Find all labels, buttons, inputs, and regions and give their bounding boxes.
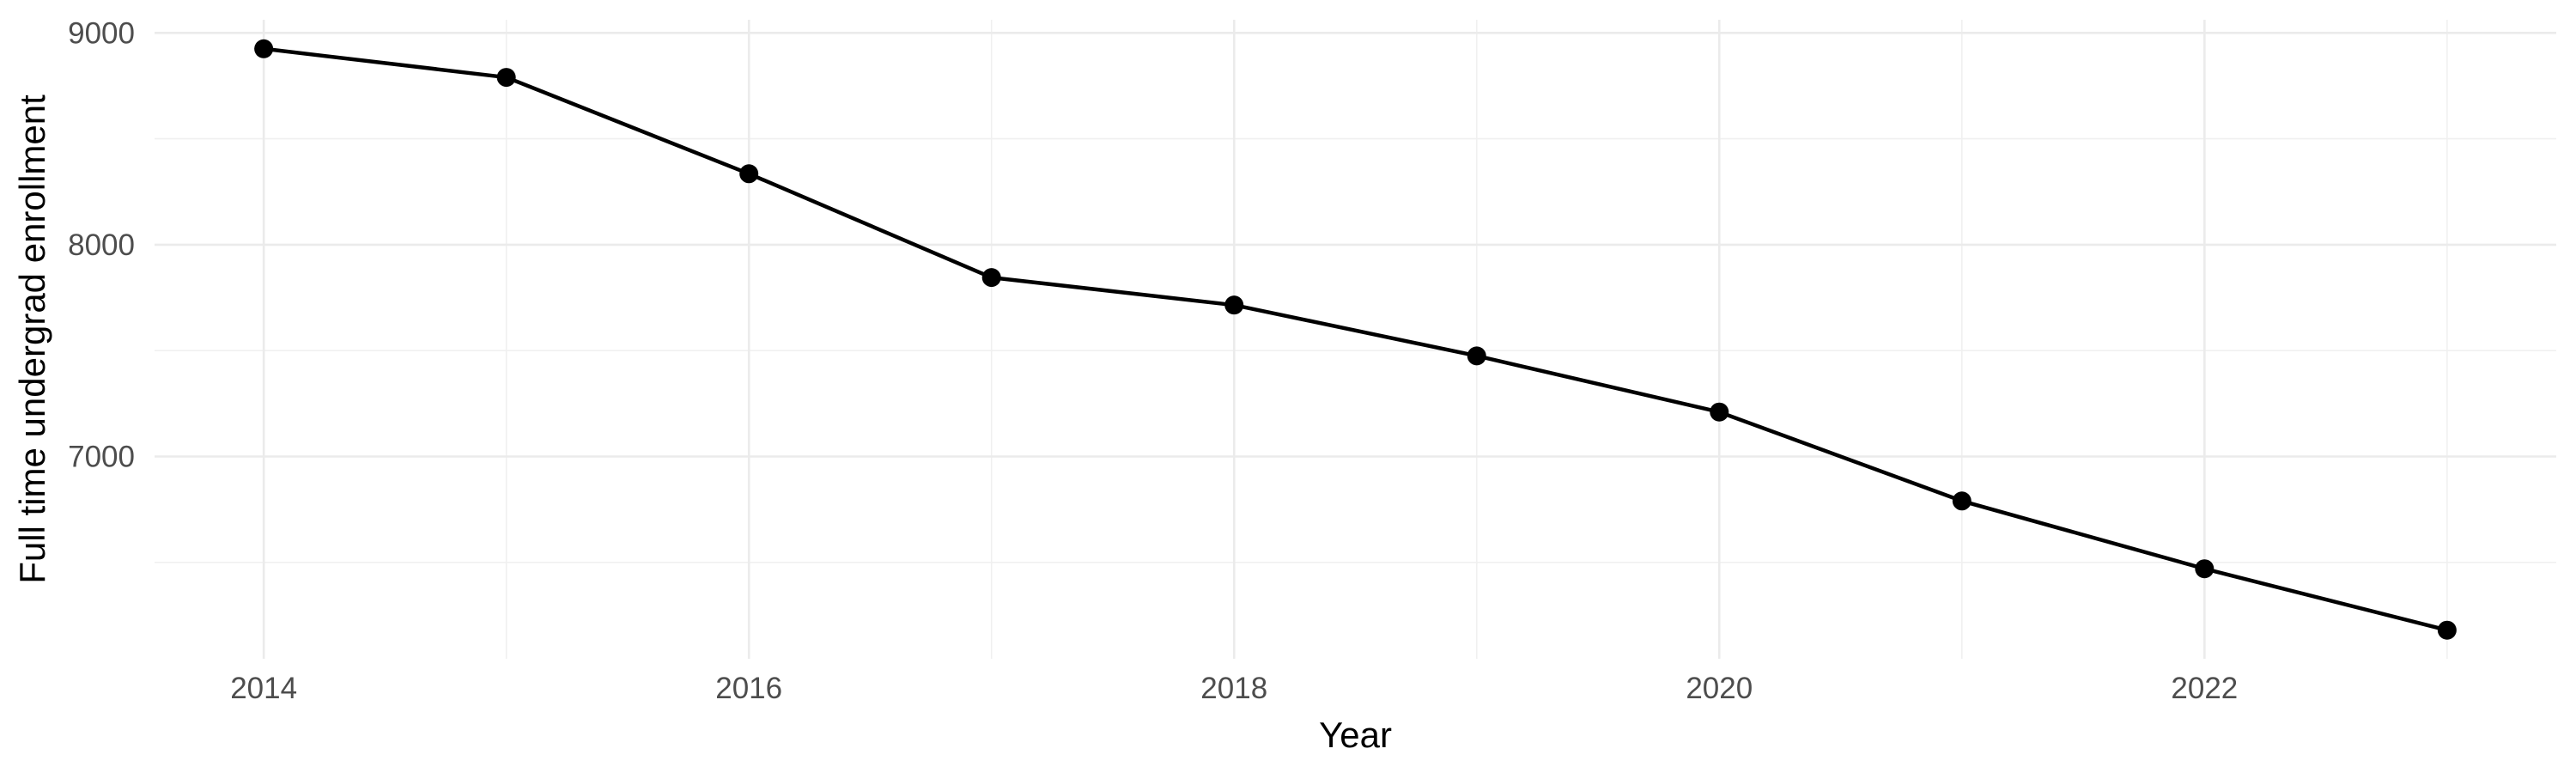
- data-point: [1467, 346, 1486, 366]
- x-tick-label: 2014: [230, 672, 297, 705]
- data-point: [496, 68, 516, 88]
- x-axis-title: Year: [1319, 715, 1392, 755]
- data-point: [1224, 295, 1244, 315]
- data-point: [739, 164, 759, 184]
- y-tick-label: 7000: [68, 440, 135, 473]
- data-point: [1710, 402, 1729, 422]
- data-point: [1952, 491, 1971, 511]
- data-point: [2437, 620, 2457, 640]
- y-tick-label: 9000: [68, 16, 135, 50]
- data-point: [254, 39, 274, 58]
- data-point: [981, 268, 1001, 288]
- x-tick-label: 2016: [715, 672, 782, 705]
- x-tick-label: 2020: [1686, 672, 1753, 705]
- enrollment-line: [263, 46, 2448, 632]
- x-tick-label: 2022: [2171, 672, 2238, 705]
- data-point: [2195, 559, 2215, 579]
- x-tick-label: 2018: [1200, 672, 1267, 705]
- y-tick-label: 8000: [68, 228, 135, 262]
- y-axis-title: Full time undergrad enrollment: [12, 94, 52, 584]
